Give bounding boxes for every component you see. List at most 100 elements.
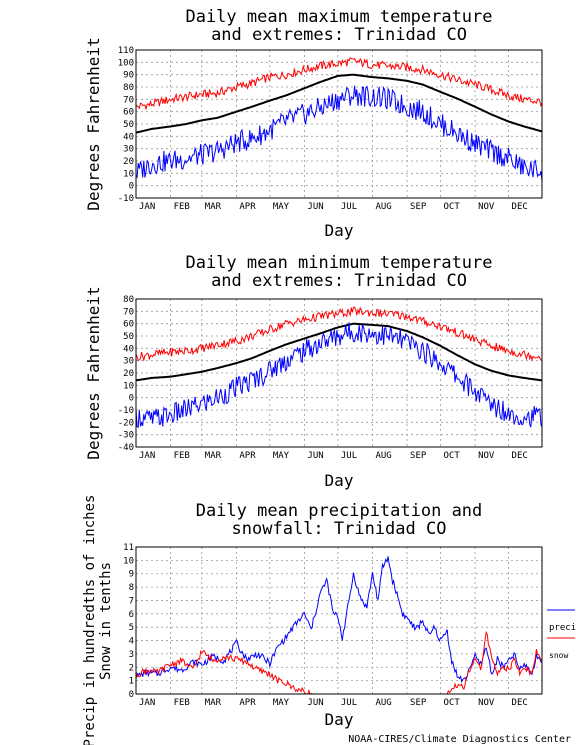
y-tick-label: 80: [123, 295, 134, 305]
x-tick-label: JAN: [139, 698, 155, 708]
x-tick-label: APR: [239, 698, 256, 708]
x-tick-label: OCT: [444, 202, 461, 212]
y-tick-label: 5: [129, 623, 134, 633]
chart3-series: [135, 556, 543, 695]
x-tick-label: FEB: [174, 202, 190, 212]
chart2-series: [135, 306, 543, 429]
max-temp-chart: Daily mean maximum temperature and extre…: [84, 7, 543, 240]
y-tick-label: 20: [123, 157, 134, 167]
x-tick-label: NOV: [478, 698, 495, 708]
x-tick-label: MAR: [205, 451, 222, 461]
chart2-plot-frame: [135, 298, 543, 448]
chart2-title-line2: and extremes: Trinidad CO: [211, 271, 467, 291]
x-tick-label: AUG: [375, 202, 391, 212]
x-tick-label: APR: [239, 202, 256, 212]
series-record-low: [135, 322, 543, 429]
x-tick-label: MAY: [273, 451, 290, 461]
chart1-plot-frame: [135, 49, 543, 199]
series-mean: [135, 73, 543, 134]
x-tick-label: JAN: [139, 202, 155, 212]
x-tick-label: AUG: [375, 451, 391, 461]
chart2-y-tick-labels: -40 -30 -20 -10 0 10 20 30 40 50 60 70 80: [118, 295, 134, 453]
chart2-x-tick-labels: JAN FEB MAR APR MAY JUN JUL AUG SEP OCT NOV DEC: [139, 451, 528, 461]
y-tick-label: 4: [129, 637, 134, 647]
series-record-high: [135, 57, 543, 110]
x-tick-label: FEB: [174, 451, 190, 461]
y-tick-label: 11: [123, 543, 134, 553]
x-tick-label: JUL: [341, 451, 357, 461]
y-tick-label: 20: [123, 369, 134, 379]
y-tick-label: 40: [123, 344, 134, 354]
x-tick-label: DEC: [512, 698, 528, 708]
y-tick-label: 3: [129, 650, 134, 660]
x-tick-label: NOV: [478, 202, 495, 212]
chart3-plot-frame: [135, 546, 543, 695]
y-tick-label: 0: [129, 394, 134, 404]
x-tick-label: SEP: [410, 698, 427, 708]
x-tick-label: OCT: [444, 451, 461, 461]
x-tick-label: NOV: [478, 451, 495, 461]
y-tick-label: 30: [123, 145, 134, 155]
chart3-title-line2: snowfall: Trinidad CO: [232, 519, 447, 539]
chart1-x-tick-labels: JAN FEB MAR APR MAY JUN JUL AUG SEP OCT NOV DEC: [139, 202, 528, 212]
legend-precip-label: precip: [549, 623, 576, 633]
x-tick-label: SEP: [410, 202, 427, 212]
x-tick-label: DEC: [512, 202, 528, 212]
chart3-gridlines: [136, 547, 542, 694]
precip-chart: Daily mean precipitation and snowfall: T…: [82, 495, 576, 745]
series-record-high: [135, 306, 543, 362]
y-tick-label: 60: [123, 320, 134, 330]
x-tick-label: MAY: [273, 698, 290, 708]
y-tick-label: 90: [123, 71, 134, 81]
y-tick-label: 7: [129, 596, 134, 606]
x-tick-label: JUN: [307, 202, 323, 212]
chart3-legend: precip snow: [547, 609, 576, 660]
series-precip: [135, 556, 543, 684]
chart3-x-tick-labels: JAN FEB MAR APR MAY JUN JUL AUG SEP OCT NOV DEC: [139, 698, 528, 708]
x-tick-label: APR: [239, 451, 256, 461]
chart2-x-axis-label: Day: [325, 471, 354, 490]
x-tick-label: FEB: [174, 698, 190, 708]
chart3-y-axis-label-line2: Snow in tenths: [98, 562, 114, 680]
x-tick-label: OCT: [444, 698, 461, 708]
x-tick-label: AUG: [375, 698, 391, 708]
chart2-y-axis-label: Degrees Fahrenheit: [84, 286, 103, 459]
y-tick-label: 10: [123, 169, 134, 179]
y-tick-label: 40: [123, 132, 134, 142]
chart1-gridlines: [136, 50, 542, 198]
min-temp-chart: Daily mean minimum temperature and extre…: [84, 253, 543, 490]
y-tick-label: 1: [129, 677, 134, 687]
legend-snow-label: snow: [549, 651, 568, 660]
x-tick-label: MAR: [205, 698, 222, 708]
y-tick-label: 0: [129, 182, 134, 192]
y-tick-label: 30: [123, 357, 134, 367]
y-tick-label: 80: [123, 83, 134, 93]
y-tick-label: 100: [118, 58, 134, 68]
x-tick-label: MAY: [273, 202, 290, 212]
y-tick-label: -10: [118, 406, 134, 416]
x-tick-label: JUN: [307, 698, 323, 708]
chart3-y-tick-labels: 0 1 2 3 4 5 6 7 8 9 10 11: [123, 543, 134, 700]
y-tick-label: 70: [123, 95, 134, 105]
chart1-y-axis-label: Degrees Fahrenheit: [84, 37, 103, 210]
y-tick-label: 10: [123, 381, 134, 391]
y-tick-label: -30: [118, 431, 134, 441]
chart2-title-line1: Daily mean minimum temperature: [185, 253, 492, 273]
x-tick-label: JUN: [307, 451, 323, 461]
chart3-title-line1: Daily mean precipitation and: [196, 501, 483, 521]
x-tick-label: DEC: [512, 451, 528, 461]
series-record-low: [135, 85, 543, 182]
y-tick-label: 2: [129, 663, 134, 673]
series-mean: [135, 322, 543, 382]
x-tick-label: JUL: [341, 202, 357, 212]
x-tick-label: MAR: [205, 202, 222, 212]
y-tick-label: 110: [118, 46, 134, 56]
y-tick-label: 9: [129, 570, 134, 580]
y-tick-label: -10: [118, 194, 134, 204]
x-tick-label: JUL: [341, 698, 357, 708]
y-tick-label: -40: [118, 443, 134, 453]
x-tick-label: SEP: [410, 451, 427, 461]
y-tick-label: 60: [123, 108, 134, 118]
chart3-y-axis-label-line1: Precip in hundredths of inches: [82, 495, 98, 745]
